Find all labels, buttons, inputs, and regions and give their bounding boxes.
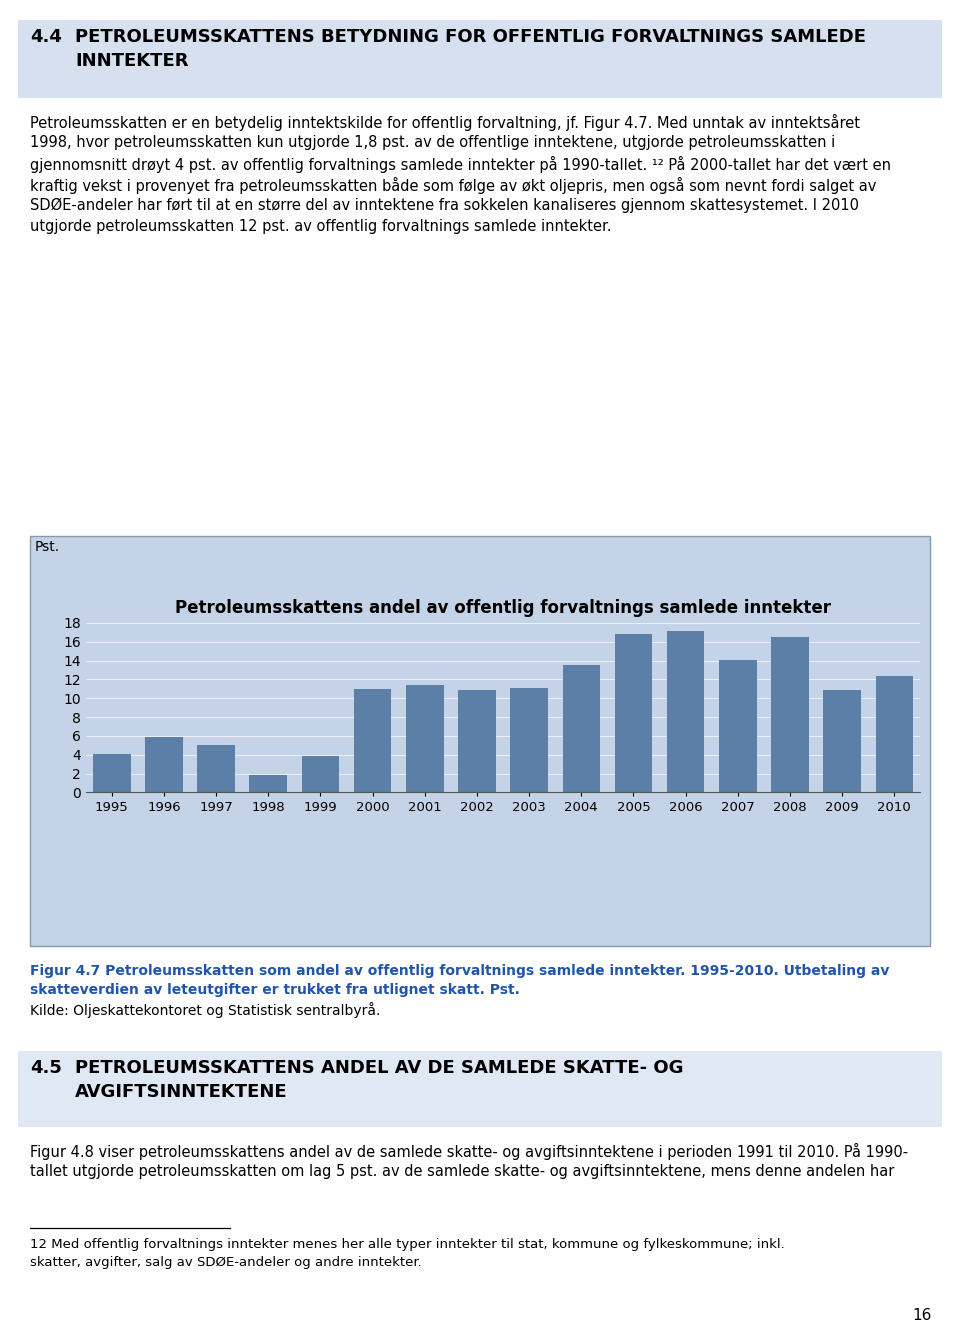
Bar bbox=[614, 635, 652, 792]
Text: SDØE-andeler har ført til at en større del av inntektene fra sokkelen kanalisere: SDØE-andeler har ført til at en større d… bbox=[30, 198, 859, 214]
FancyBboxPatch shape bbox=[18, 1051, 942, 1128]
Text: AVGIFTSINNTEKTENE: AVGIFTSINNTEKTENE bbox=[75, 1083, 288, 1101]
Bar bbox=[719, 660, 756, 792]
Text: Petroleumsskatten er en betydelig inntektskilde for offentlig forvaltning, jf. F: Petroleumsskatten er en betydelig inntek… bbox=[30, 114, 860, 131]
Text: 4.4: 4.4 bbox=[30, 28, 61, 45]
Text: 12 Med offentlig forvaltnings inntekter menes her alle typer inntekter til stat,: 12 Med offentlig forvaltnings inntekter … bbox=[30, 1238, 784, 1250]
Text: 16: 16 bbox=[913, 1308, 932, 1323]
Bar bbox=[667, 632, 705, 792]
Text: Figur 4.7 Petroleumsskatten som andel av offentlig forvaltnings samlede inntekte: Figur 4.7 Petroleumsskatten som andel av… bbox=[30, 965, 889, 978]
Text: Pst.: Pst. bbox=[35, 540, 60, 554]
Text: 4.5: 4.5 bbox=[30, 1059, 61, 1077]
Text: utgjorde petroleumsskatten 12 pst. av offentlig forvaltnings samlede inntekter.: utgjorde petroleumsskatten 12 pst. av of… bbox=[30, 219, 612, 234]
Bar bbox=[406, 685, 444, 792]
Bar bbox=[511, 688, 548, 792]
Bar bbox=[771, 637, 808, 792]
Bar bbox=[824, 689, 861, 792]
Title: Petroleumsskattens andel av offentlig forvaltnings samlede inntekter: Petroleumsskattens andel av offentlig fo… bbox=[175, 599, 831, 617]
Bar bbox=[250, 775, 287, 792]
Text: skatter, avgifter, salg av SDØE-andeler og andre inntekter.: skatter, avgifter, salg av SDØE-andeler … bbox=[30, 1256, 421, 1269]
Text: Kilde: Oljeskattekontoret og Statistisk sentralbyrå.: Kilde: Oljeskattekontoret og Statistisk … bbox=[30, 1002, 380, 1018]
Bar bbox=[93, 754, 131, 792]
FancyBboxPatch shape bbox=[18, 20, 942, 98]
Bar bbox=[354, 689, 392, 792]
Text: kraftig vekst i provenyet fra petroleumsskatten både som følge av økt oljepris, : kraftig vekst i provenyet fra petroleums… bbox=[30, 176, 876, 194]
Text: PETROLEUMSSKATTENS BETYDNING FOR OFFENTLIG FORVALTNINGS SAMLEDE: PETROLEUMSSKATTENS BETYDNING FOR OFFENTL… bbox=[75, 28, 866, 45]
Text: Figur 4.8 viser petroleumsskattens andel av de samlede skatte- og avgiftsinntekt: Figur 4.8 viser petroleumsskattens andel… bbox=[30, 1144, 908, 1160]
Bar bbox=[198, 745, 235, 792]
Text: tallet utgjorde petroleumsskatten om lag 5 pst. av de samlede skatte- og avgifts: tallet utgjorde petroleumsskatten om lag… bbox=[30, 1164, 895, 1178]
Text: INNTEKTER: INNTEKTER bbox=[75, 52, 188, 69]
Bar bbox=[563, 665, 600, 792]
Text: gjennomsnitt drøyt 4 pst. av offentlig forvaltnings samlede inntekter på 1990-ta: gjennomsnitt drøyt 4 pst. av offentlig f… bbox=[30, 156, 891, 174]
Bar bbox=[458, 689, 495, 792]
Text: PETROLEUMSSKATTENS ANDEL AV DE SAMLEDE SKATTE- OG: PETROLEUMSSKATTENS ANDEL AV DE SAMLEDE S… bbox=[75, 1059, 684, 1077]
Text: skatteverdien av leteutgifter er trukket fra utlignet skatt. Pst.: skatteverdien av leteutgifter er trukket… bbox=[30, 983, 520, 997]
Text: 1998, hvor petroleumsskatten kun utgjorde 1,8 pst. av de offentlige inntektene, : 1998, hvor petroleumsskatten kun utgjord… bbox=[30, 135, 835, 150]
Bar bbox=[876, 676, 913, 792]
FancyBboxPatch shape bbox=[30, 536, 930, 946]
Bar bbox=[145, 736, 182, 792]
Bar bbox=[301, 756, 339, 792]
